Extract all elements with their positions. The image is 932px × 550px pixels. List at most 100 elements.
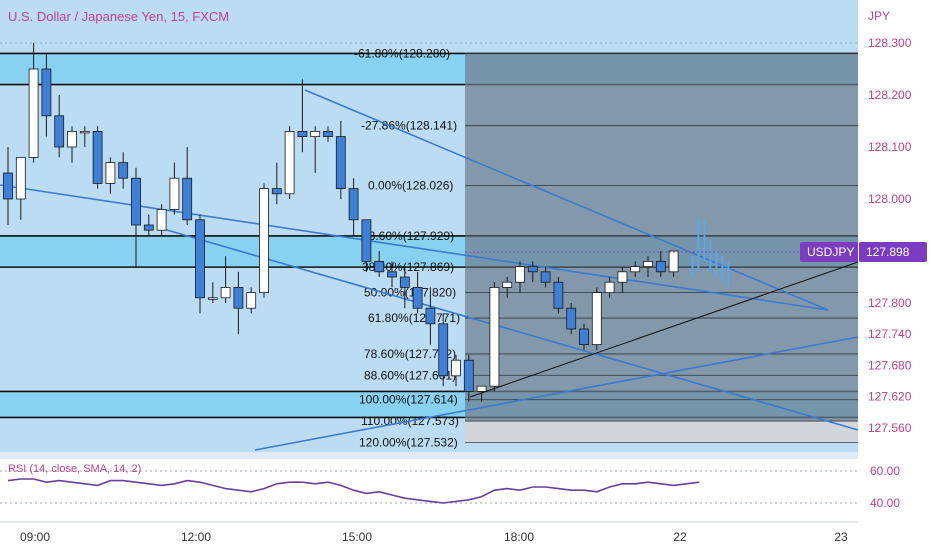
candle-body bbox=[15, 156, 26, 200]
candle-body bbox=[195, 219, 205, 299]
fib-label: 23.60%(127.929) bbox=[362, 229, 454, 243]
symbol-tag bbox=[800, 242, 858, 263]
candle-body bbox=[335, 136, 346, 190]
price-tag-label: 127.898 bbox=[866, 245, 910, 259]
candle-body bbox=[579, 328, 589, 346]
candle-body bbox=[207, 297, 218, 300]
x-tick-label: 23 bbox=[834, 530, 848, 544]
candle-body bbox=[297, 130, 308, 137]
axes: 128.300 128.200 128.100 128.000 127.800 127.7… bbox=[0, 36, 927, 544]
y-tick-label: 127.620 bbox=[868, 390, 912, 404]
candle-body bbox=[643, 260, 653, 267]
candle-body bbox=[67, 130, 77, 148]
candle-body bbox=[463, 359, 474, 392]
candle-body bbox=[604, 281, 615, 294]
candle-body bbox=[118, 162, 129, 179]
x-tick-label: 18:00 bbox=[504, 530, 534, 544]
trend-line bbox=[159, 227, 859, 431]
candle-body bbox=[655, 260, 666, 273]
projection-box bbox=[465, 53, 858, 443]
candle-body bbox=[553, 281, 564, 309]
candle-body bbox=[348, 188, 359, 221]
y-tick-label: 127.560 bbox=[868, 421, 912, 435]
trend-line bbox=[469, 261, 859, 398]
candle-body bbox=[169, 177, 180, 210]
candle-body bbox=[387, 271, 397, 278]
chart-title: U.S. Dollar / Japanese Yen, 15, FXCM bbox=[8, 9, 229, 24]
symbol-tag-label: USDJPY bbox=[807, 245, 854, 259]
candle-body bbox=[79, 130, 90, 134]
pane-separator bbox=[0, 452, 858, 459]
candle-body bbox=[131, 177, 141, 226]
y-tick-label: 127.680 bbox=[868, 358, 912, 372]
projection-extension bbox=[465, 421, 858, 443]
fib-label: 38.20%(127.869) bbox=[362, 260, 454, 274]
candle-body bbox=[489, 286, 500, 387]
candle-body bbox=[425, 307, 436, 325]
fib-label: 88.60%(127.661) bbox=[364, 368, 456, 382]
candle-body bbox=[527, 266, 538, 273]
x-tick-label: 12:00 bbox=[181, 530, 211, 544]
candle-body bbox=[668, 250, 679, 273]
fib-label: 61.80%(127.771) bbox=[368, 311, 460, 325]
y-tick-label: 127.740 bbox=[868, 327, 912, 341]
rsi-label: RSI (14, close, SMA, 14, 2) bbox=[8, 463, 141, 475]
candle-body bbox=[3, 172, 13, 200]
rsi-tick-label: 60.00 bbox=[870, 464, 900, 478]
candle-body bbox=[284, 130, 295, 195]
fib-label: 78.60%(127.702) bbox=[364, 347, 456, 361]
rsi-line bbox=[7, 478, 700, 504]
y-tick-label: 128.200 bbox=[868, 88, 912, 102]
x-tick-label: 22 bbox=[673, 530, 687, 544]
candle-body bbox=[233, 286, 244, 309]
fib-label: 100.00%(127.614) bbox=[359, 393, 458, 407]
candlesticks bbox=[3, 43, 679, 402]
candle-body bbox=[515, 266, 525, 283]
candle-body bbox=[438, 323, 449, 377]
candle-body bbox=[399, 276, 410, 288]
candle-body bbox=[271, 188, 282, 195]
candle-body bbox=[143, 224, 154, 231]
fib-label: 120.00%(127.532) bbox=[359, 435, 458, 449]
candle-body bbox=[476, 385, 487, 392]
candle-body bbox=[374, 260, 385, 273]
y-unit-label: JPY bbox=[868, 9, 890, 23]
y-tick-label: 128.100 bbox=[868, 140, 912, 154]
candle-body bbox=[591, 292, 602, 346]
fib-label: -27.86%(128.141) bbox=[361, 119, 457, 133]
y-tick-label: 127.800 bbox=[868, 296, 912, 310]
candle-body bbox=[92, 130, 103, 184]
candle-body bbox=[540, 271, 551, 283]
candle-body bbox=[182, 177, 193, 221]
candle-body bbox=[41, 68, 52, 117]
candle-body bbox=[156, 208, 167, 231]
trend-line bbox=[254, 336, 859, 451]
fibonacci-levels: -61.80%(128.280) -27.86%(128.141) 0.00%(12… bbox=[354, 46, 858, 449]
candle-body bbox=[54, 115, 65, 148]
candle-body bbox=[310, 130, 321, 137]
y-tick-label: 128.300 bbox=[868, 36, 912, 50]
candle-body bbox=[220, 286, 231, 299]
fib-label: -61.80%(128.280) bbox=[354, 46, 450, 60]
x-tick-label: 09:00 bbox=[20, 530, 50, 544]
candle-body bbox=[617, 271, 628, 283]
rsi-tick-label: 40.00 bbox=[870, 496, 900, 510]
candle-body bbox=[502, 281, 513, 288]
candle-body bbox=[28, 68, 39, 158]
candle-body bbox=[361, 219, 372, 262]
candle-body bbox=[451, 359, 461, 377]
rsi-panel: 60.00 40.00 bbox=[0, 464, 900, 510]
candle-body bbox=[246, 292, 257, 309]
candle-body bbox=[323, 130, 333, 137]
x-tick-label: 15:00 bbox=[342, 530, 372, 544]
y-tick-label: 128.000 bbox=[868, 192, 912, 206]
trend-line bbox=[304, 89, 829, 311]
candle-body bbox=[412, 286, 423, 309]
candle-body bbox=[259, 188, 269, 294]
rsi-pane-bg bbox=[0, 452, 858, 522]
price-tag bbox=[859, 242, 927, 263]
candle-body bbox=[566, 307, 577, 330]
candle-body bbox=[630, 266, 641, 273]
